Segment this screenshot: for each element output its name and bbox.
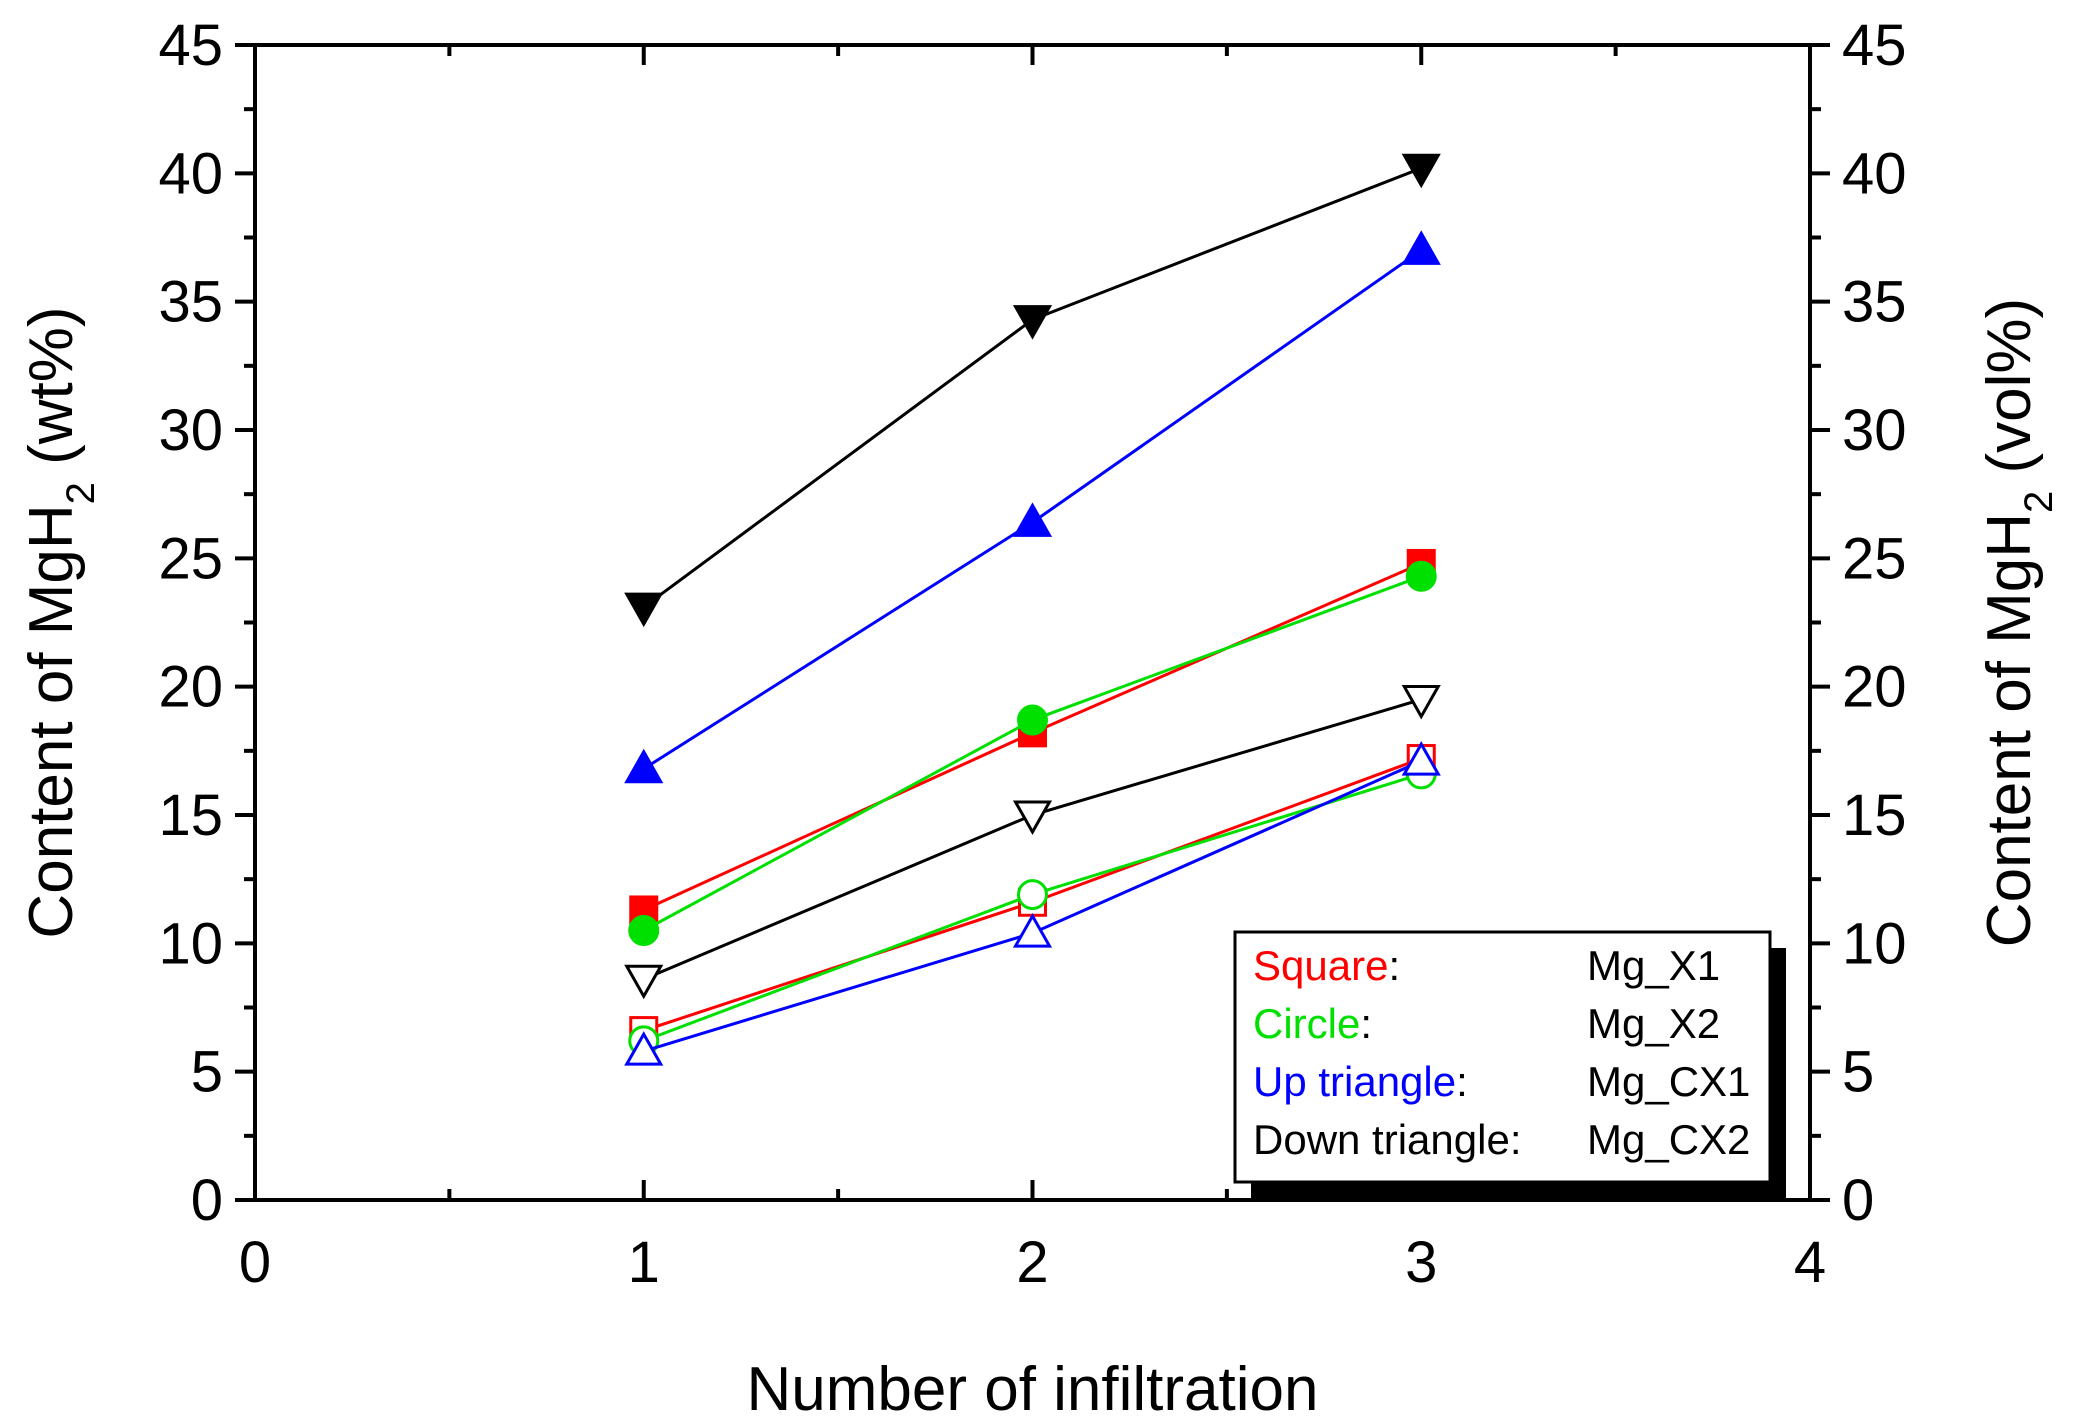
series-Mg_X1-filled bbox=[629, 548, 1436, 925]
axis-titles: Number of infiltration Content of MgH2 (w… bbox=[17, 298, 2061, 1424]
data-point bbox=[1012, 305, 1053, 340]
legend: Square: Mg_X1 Circle: Mg_X2 Up triangle: Mg_C… bbox=[1233, 930, 1786, 1198]
data-point bbox=[628, 915, 660, 946]
data-point bbox=[624, 1031, 664, 1066]
legend-box bbox=[1233, 930, 1772, 1184]
data-point bbox=[1405, 560, 1437, 592]
series-line bbox=[642, 166, 1422, 609]
y-tick-label-right: 20 bbox=[1842, 655, 1907, 720]
y-tick-label-left: 45 bbox=[158, 13, 223, 78]
y-tick-label-left: 40 bbox=[158, 141, 223, 206]
data-point bbox=[624, 964, 664, 1000]
data-point bbox=[1012, 502, 1053, 537]
series-Mg_CX2-open bbox=[624, 685, 1441, 1000]
data-point bbox=[1012, 800, 1053, 836]
y-tick-label-right: 0 bbox=[1842, 1168, 1874, 1233]
x-tick-label: 1 bbox=[628, 1230, 660, 1295]
y-tick-label-right: 5 bbox=[1842, 1040, 1874, 1105]
y-tick-label-left: 30 bbox=[158, 398, 223, 463]
y-tick-label-left: 0 bbox=[191, 1168, 223, 1233]
legend-key: Down triangle: bbox=[1253, 1116, 1521, 1163]
x-tick-label: 2 bbox=[1016, 1230, 1048, 1295]
data-point bbox=[1012, 913, 1053, 948]
legend-key: Square: bbox=[1253, 942, 1400, 989]
y-tick-label-left: 20 bbox=[158, 655, 223, 720]
data-point bbox=[1017, 879, 1048, 911]
legend-key: Up triangle: bbox=[1253, 1058, 1468, 1105]
data-point bbox=[1017, 704, 1048, 736]
series-Mg_CX2-filled bbox=[624, 153, 1441, 628]
data-point bbox=[1401, 153, 1441, 189]
data-point bbox=[1401, 741, 1441, 776]
series-Mg_CX1-open bbox=[624, 741, 1441, 1066]
data-point bbox=[624, 748, 664, 784]
legend-value: Mg_CX2 bbox=[1587, 1116, 1750, 1163]
legend-value: Mg_X1 bbox=[1587, 942, 1720, 989]
y-tick-label-right: 15 bbox=[1842, 783, 1907, 848]
y-tick-label-right: 10 bbox=[1842, 911, 1907, 976]
y-tick-label-right: 35 bbox=[1842, 270, 1907, 335]
y-tick-label-right: 45 bbox=[1842, 13, 1907, 78]
y-tick-label-right: 40 bbox=[1842, 141, 1907, 206]
y-tick-label-right: 25 bbox=[1842, 526, 1907, 591]
series-layer bbox=[624, 153, 1441, 1066]
series-Mg_X2-filled bbox=[628, 560, 1437, 946]
y-tick-label-left: 10 bbox=[158, 911, 223, 976]
data-point bbox=[1401, 685, 1441, 720]
y-tick-label-left: 5 bbox=[191, 1040, 223, 1105]
data-point bbox=[624, 592, 664, 628]
series-line bbox=[643, 574, 1422, 932]
x-tick-label: 0 bbox=[239, 1230, 271, 1295]
y-axis-title-right: Content of MgH2 (vol%) bbox=[1975, 298, 2061, 947]
legend-value: Mg_X2 bbox=[1587, 1000, 1720, 1047]
x-tick-label: 4 bbox=[1794, 1230, 1826, 1295]
data-point bbox=[1401, 230, 1441, 265]
legend-value: Mg_CX1 bbox=[1587, 1058, 1750, 1105]
y-tick-label-left: 25 bbox=[158, 526, 223, 591]
y-axis-title-left: Content of MgH2 (wt%) bbox=[17, 306, 103, 938]
x-tick-label: 3 bbox=[1405, 1230, 1437, 1295]
legend-key: Circle: bbox=[1253, 1000, 1372, 1047]
y-tick-label-left: 35 bbox=[158, 270, 223, 335]
x-axis-title: Number of infiltration bbox=[746, 1355, 1318, 1424]
y-tick-label-left: 15 bbox=[158, 783, 223, 848]
series-Mg_CX1-filled bbox=[624, 230, 1441, 784]
y-tick-label-right: 30 bbox=[1842, 398, 1907, 463]
